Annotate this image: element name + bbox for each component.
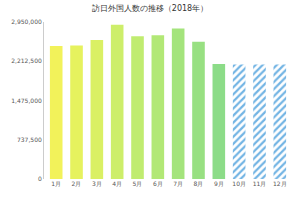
svg-text:2,212,500: 2,212,500 [11,57,42,64]
svg-text:737,500: 737,500 [17,136,42,143]
svg-text:8月: 8月 [194,180,204,187]
svg-text:11月: 11月 [253,180,267,187]
svg-text:訪日外国人数の推移（2018年）: 訪日外国人数の推移（2018年） [92,4,208,13]
svg-text:5月: 5月 [133,180,143,187]
svg-text:6月: 6月 [153,180,163,187]
svg-text:1,475,000: 1,475,000 [11,97,42,104]
svg-text:3月: 3月 [92,180,102,187]
svg-text:1月: 1月 [51,180,61,187]
svg-text:4月: 4月 [112,180,122,187]
svg-text:2,950,000: 2,950,000 [11,18,42,25]
svg-text:12月: 12月 [273,180,287,187]
svg-text:9月: 9月 [214,180,224,187]
svg-text:7月: 7月 [173,180,183,187]
svg-text:10月: 10月 [232,180,246,187]
svg-text:2月: 2月 [72,180,82,187]
svg-text:0: 0 [38,175,42,182]
